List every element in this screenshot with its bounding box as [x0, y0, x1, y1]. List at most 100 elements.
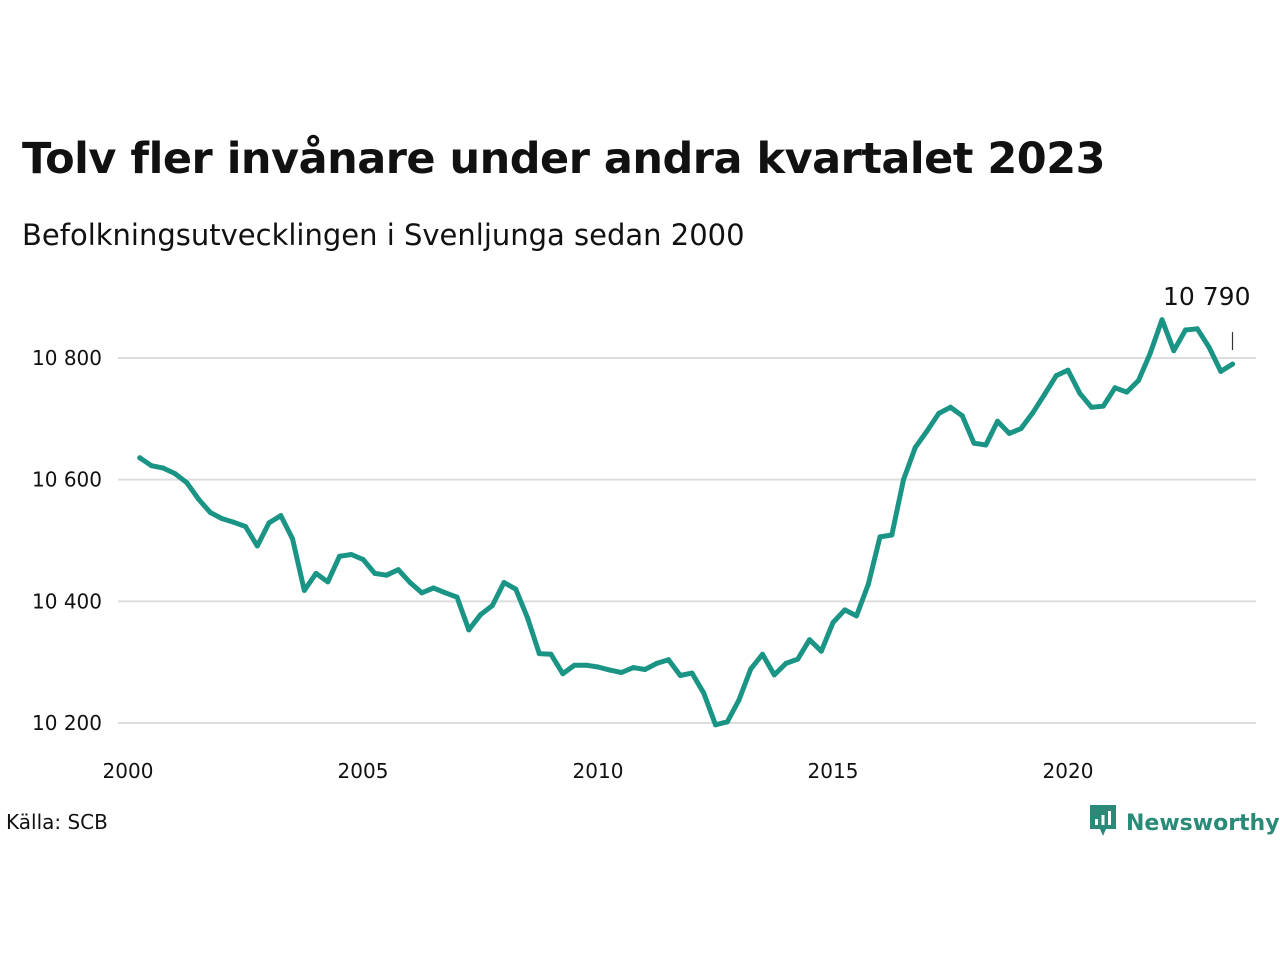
data-point [548, 651, 554, 657]
series-layer [137, 317, 1235, 728]
data-point [278, 513, 284, 519]
data-point [1218, 368, 1224, 374]
x-tick-label: 2010 [573, 759, 624, 783]
data-point [971, 440, 977, 446]
data-point [1171, 348, 1177, 354]
data-point [701, 690, 707, 696]
data-point [995, 418, 1000, 424]
source-label: Källa: SCB [6, 810, 108, 834]
data-point [243, 524, 248, 529]
data-point [1042, 392, 1047, 397]
data-point [360, 556, 366, 562]
data-point [149, 463, 154, 469]
data-point [865, 581, 871, 587]
data-point [290, 536, 295, 542]
data-point [830, 620, 836, 626]
data-point [384, 572, 389, 578]
data-point [207, 510, 213, 515]
data-point [442, 590, 448, 596]
data-point [689, 670, 695, 676]
data-point [372, 570, 378, 576]
series-line [137, 317, 1235, 728]
data-point [219, 516, 225, 522]
y-axis-ticks: 10 200 10 400 10 600 10 800 [32, 346, 102, 735]
data-point [912, 444, 918, 450]
data-point [771, 672, 777, 678]
data-point [630, 665, 636, 671]
data-point [1206, 344, 1212, 350]
data-point [1030, 410, 1036, 416]
data-point [337, 553, 342, 559]
data-point [1077, 390, 1083, 396]
data-point [1089, 404, 1094, 410]
newsworthy-logo-icon [1088, 803, 1118, 843]
data-point [489, 603, 495, 609]
data-point [783, 660, 789, 666]
data-point [983, 442, 989, 448]
data-point [313, 570, 319, 576]
data-point [137, 455, 143, 461]
data-point [936, 410, 942, 416]
data-point [560, 671, 566, 677]
data-point [407, 580, 413, 585]
data-point [807, 637, 812, 643]
data-point [419, 590, 425, 596]
data-point [795, 656, 801, 662]
data-point [1136, 378, 1141, 383]
data-point [1006, 430, 1012, 436]
data-point [1053, 373, 1059, 379]
data-point [959, 413, 965, 419]
data-point [583, 662, 589, 668]
end-value-label: 10 790 [1163, 282, 1250, 311]
data-point [1100, 403, 1106, 409]
data-point [501, 580, 507, 585]
x-tick-label: 2000 [103, 759, 154, 783]
data-point [854, 613, 859, 619]
data-point [525, 615, 530, 621]
brand-name: Newsworthy [1126, 810, 1280, 836]
data-point [666, 657, 671, 663]
data-point [1065, 367, 1071, 373]
data-point [901, 477, 906, 483]
data-point [348, 552, 354, 557]
data-point [513, 586, 519, 592]
data-point [642, 667, 648, 672]
data-point [431, 585, 436, 591]
x-tick-label: 2005 [338, 759, 389, 783]
data-point [724, 719, 730, 725]
data-point [607, 667, 613, 673]
data-point [889, 532, 895, 538]
data-point [677, 673, 683, 678]
data-point [160, 465, 166, 471]
data-point [818, 648, 824, 654]
data-point [1183, 327, 1188, 333]
data-point [466, 627, 472, 633]
y-tick-label: 10 800 [32, 346, 102, 370]
data-point [1159, 317, 1165, 323]
data-point [454, 594, 460, 600]
y-tick-label: 10 200 [32, 711, 102, 735]
data-point [595, 664, 601, 670]
data-point [172, 471, 178, 477]
data-point [184, 480, 190, 486]
data-point [196, 496, 201, 502]
data-point [1112, 385, 1118, 391]
x-tick-label: 2020 [1043, 759, 1094, 783]
data-point [301, 587, 307, 593]
data-point [619, 670, 624, 675]
x-tick-label: 2015 [808, 759, 859, 783]
data-point [1018, 426, 1024, 432]
y-tick-label: 10 400 [32, 589, 102, 613]
data-point [1124, 389, 1130, 395]
data-point [760, 651, 765, 657]
data-point [1230, 361, 1235, 367]
data-point [736, 697, 742, 703]
brand-logo[interactable]: Newsworthy [1088, 803, 1280, 843]
data-point [1194, 326, 1200, 332]
data-point [254, 543, 260, 549]
end-annotation: 10 790 [1163, 282, 1251, 351]
data-point [748, 666, 754, 672]
data-point [713, 722, 718, 728]
data-point [924, 428, 930, 434]
